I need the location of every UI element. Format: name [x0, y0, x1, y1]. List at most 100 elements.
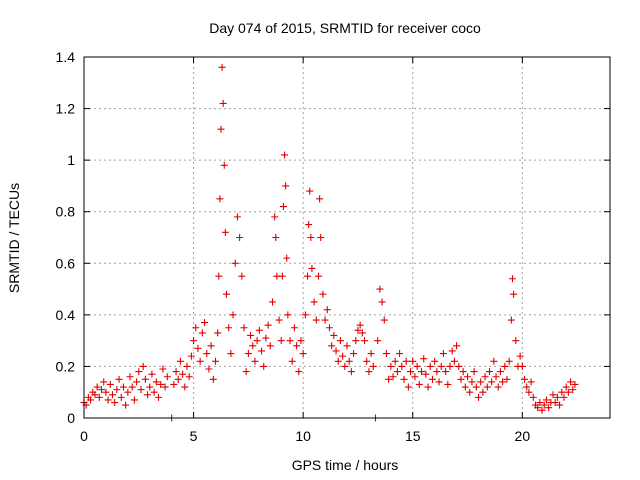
- data-point: [321, 316, 329, 324]
- grid-lines: [84, 57, 610, 418]
- data-point: [409, 357, 417, 365]
- data-point: [468, 378, 476, 386]
- data-point: [378, 298, 386, 306]
- data-point: [483, 383, 491, 391]
- data-point: [185, 373, 193, 381]
- data-point: [275, 316, 283, 324]
- data-point: [155, 393, 163, 401]
- data-point: [413, 362, 421, 370]
- data-point: [299, 350, 307, 358]
- data-point: [391, 357, 399, 365]
- data-points: [80, 63, 579, 422]
- data-point: [479, 388, 487, 396]
- data-point: [385, 375, 393, 383]
- data-point: [209, 375, 217, 383]
- x-axis-label: GPS time / hours: [292, 457, 399, 473]
- data-point: [545, 404, 553, 412]
- data-point: [376, 285, 384, 293]
- data-point: [179, 370, 187, 378]
- data-point: [446, 362, 454, 370]
- data-point: [277, 337, 285, 345]
- data-point: [431, 357, 439, 365]
- data-point: [305, 221, 313, 229]
- data-point: [494, 383, 502, 391]
- data-point: [251, 357, 259, 365]
- data-point: [407, 368, 415, 376]
- data-point: [117, 393, 125, 401]
- x-tick-label: 5: [190, 428, 198, 444]
- data-point: [170, 380, 178, 388]
- data-point: [521, 375, 529, 383]
- data-point: [139, 362, 147, 370]
- data-point: [233, 213, 241, 221]
- data-point: [268, 298, 276, 306]
- data-point: [367, 350, 375, 358]
- y-tick-label: 0.6: [56, 255, 76, 271]
- data-point: [354, 326, 362, 334]
- data-point: [560, 393, 568, 401]
- data-point: [556, 401, 564, 409]
- data-point: [380, 316, 388, 324]
- data-point: [216, 195, 224, 203]
- data-point: [288, 357, 296, 365]
- data-point: [187, 352, 195, 360]
- data-point: [508, 275, 516, 283]
- data-point: [181, 383, 189, 391]
- data-point: [159, 365, 167, 373]
- data-point: [328, 342, 336, 350]
- data-point: [369, 362, 377, 370]
- data-point: [422, 370, 430, 378]
- data-point: [424, 383, 432, 391]
- data-point: [130, 396, 138, 404]
- data-point: [284, 311, 292, 319]
- data-point: [341, 362, 349, 370]
- data-point: [420, 355, 428, 363]
- data-point: [207, 342, 215, 350]
- data-point: [122, 401, 130, 409]
- data-point: [316, 195, 324, 203]
- data-point: [242, 368, 250, 376]
- data-point: [271, 213, 279, 221]
- data-point: [499, 378, 507, 386]
- data-point: [307, 234, 315, 241]
- data-point: [347, 368, 355, 376]
- data-point: [334, 357, 342, 365]
- data-point: [119, 383, 127, 391]
- data-point: [87, 396, 95, 404]
- data-point: [217, 125, 225, 133]
- data-point: [264, 321, 272, 329]
- data-point: [272, 234, 280, 241]
- data-point: [231, 259, 239, 267]
- data-point: [281, 151, 289, 159]
- data-point: [472, 383, 480, 391]
- data-point: [538, 406, 546, 414]
- data-point: [534, 404, 542, 412]
- data-point: [98, 386, 106, 394]
- data-point: [293, 342, 301, 350]
- data-point: [382, 350, 390, 358]
- data-point: [475, 393, 482, 401]
- data-point: [323, 306, 331, 314]
- y-tick-label: 1.4: [56, 49, 76, 65]
- data-point: [286, 337, 294, 345]
- data-point: [115, 375, 123, 383]
- data-point: [389, 373, 397, 381]
- data-point: [111, 399, 119, 407]
- data-point: [190, 337, 198, 345]
- y-tick-label: 0.4: [56, 307, 76, 323]
- data-point: [279, 203, 287, 211]
- data-point: [435, 378, 443, 386]
- chart-title: Day 074 of 2015, SRMTID for receiver coc…: [209, 20, 481, 36]
- data-point: [201, 319, 209, 327]
- data-point: [203, 350, 211, 358]
- data-point: [163, 373, 171, 381]
- data-point: [301, 311, 309, 319]
- data-point: [393, 368, 401, 376]
- data-point: [536, 399, 544, 407]
- data-point: [448, 347, 456, 355]
- data-point: [283, 254, 291, 262]
- data-point: [542, 396, 550, 404]
- data-point: [332, 347, 340, 355]
- data-point: [525, 388, 533, 396]
